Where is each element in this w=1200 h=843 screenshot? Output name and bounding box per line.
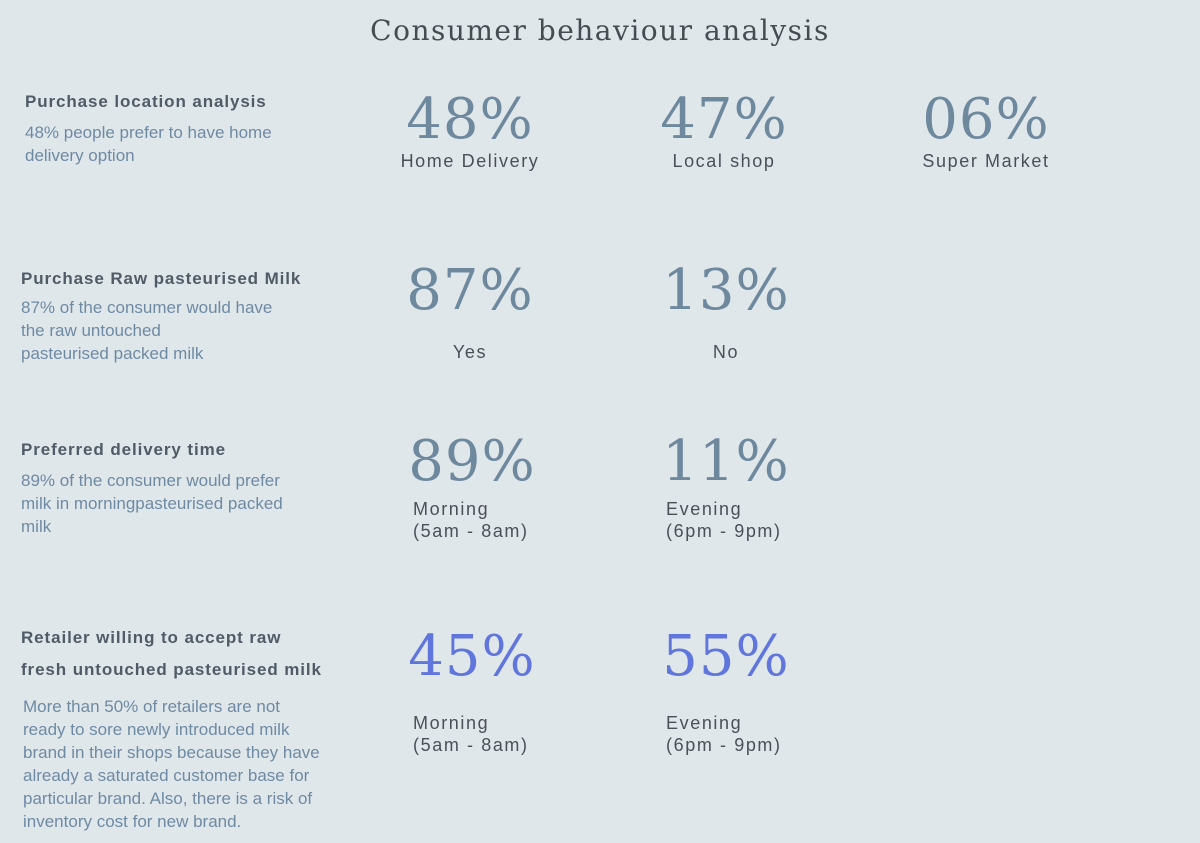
heading-line: fresh untouched pasteurised milk bbox=[21, 660, 322, 679]
stat-label: (6pm - 9pm) bbox=[666, 521, 782, 541]
description-line: 89% of the consumer would prefer bbox=[21, 471, 280, 490]
section-heading: Preferred delivery time bbox=[21, 440, 226, 459]
stat-super-market: 06% Super Market bbox=[856, 90, 1116, 172]
stat-retailer-morning: 45% bbox=[342, 627, 602, 687]
stat-morning-label: Morning (5am - 8am) bbox=[413, 498, 613, 542]
description-line: brand in their shops because they have bbox=[23, 743, 320, 762]
stat-retailer-evening-label: Evening (6pm - 9pm) bbox=[666, 712, 866, 756]
stat-no: 13% No bbox=[596, 261, 856, 363]
description-line: More than 50% of retailers are not bbox=[23, 697, 281, 716]
stat-value: 47% bbox=[660, 87, 788, 152]
description-line: the raw untouched bbox=[21, 321, 161, 340]
stat-value: 45% bbox=[408, 624, 536, 689]
description-line: milk in morningpasteurised packed bbox=[21, 494, 283, 513]
stat-value: 48% bbox=[406, 87, 534, 152]
section-heading: Purchase location analysis bbox=[25, 92, 267, 111]
section-heading: Purchase Raw pasteurised Milk bbox=[21, 269, 302, 288]
stat-retailer-evening: 55% bbox=[596, 627, 856, 687]
section-description: 48% people prefer to have home delivery … bbox=[25, 121, 325, 167]
stat-value: 13% bbox=[662, 258, 790, 323]
stat-label: (5am - 8am) bbox=[413, 735, 529, 755]
section-description: 89% of the consumer would prefer milk in… bbox=[21, 469, 341, 538]
description-line: inventory cost for new brand. bbox=[23, 812, 242, 831]
description-line: already a saturated customer base for bbox=[23, 766, 310, 785]
stat-value: 89% bbox=[408, 429, 536, 494]
description-line: delivery option bbox=[25, 146, 135, 165]
stat-label: Super Market bbox=[922, 151, 1050, 171]
stat-value: 55% bbox=[662, 624, 790, 689]
stat-label: Evening bbox=[666, 499, 743, 519]
stat-label: (5am - 8am) bbox=[413, 521, 529, 541]
description-line: particular brand. Also, there is a risk … bbox=[23, 789, 313, 808]
stat-value: 87% bbox=[406, 258, 534, 323]
stat-evening: 11% bbox=[596, 432, 856, 492]
section-description: 87% of the consumer would have the raw u… bbox=[21, 296, 341, 365]
stat-label: Local shop bbox=[672, 151, 776, 171]
section-heading: Retailer willing to accept raw fresh unt… bbox=[21, 622, 322, 686]
stat-local-shop: 47% Local shop bbox=[594, 90, 854, 172]
stat-home-delivery: 48% Home Delivery bbox=[340, 90, 600, 172]
stat-morning: 89% bbox=[342, 432, 602, 492]
stat-label: Home Delivery bbox=[400, 151, 540, 171]
description-line: pasteurised packed milk bbox=[21, 344, 204, 363]
stat-label: Yes bbox=[452, 342, 488, 362]
section-description: More than 50% of retailers are not ready… bbox=[23, 695, 363, 833]
stat-label: Morning bbox=[413, 713, 490, 733]
stat-label: No bbox=[712, 342, 740, 362]
heading-line: Retailer willing to accept raw bbox=[21, 628, 282, 647]
description-line: 48% people prefer to have home bbox=[25, 123, 272, 142]
stat-label: Morning bbox=[413, 499, 490, 519]
description-line: milk bbox=[21, 517, 52, 536]
stat-label: Evening bbox=[666, 713, 743, 733]
stat-retailer-morning-label: Morning (5am - 8am) bbox=[413, 712, 613, 756]
stat-yes: 87% Yes bbox=[340, 261, 600, 363]
stat-value: 06% bbox=[922, 87, 1050, 152]
stat-evening-label: Evening (6pm - 9pm) bbox=[666, 498, 866, 542]
stat-value: 11% bbox=[662, 429, 790, 494]
description-line: 87% of the consumer would have bbox=[21, 298, 273, 317]
description-line: ready to sore newly introduced milk bbox=[23, 720, 290, 739]
page-title: Consumer behaviour analysis bbox=[370, 14, 830, 47]
stat-label: (6pm - 9pm) bbox=[666, 735, 782, 755]
